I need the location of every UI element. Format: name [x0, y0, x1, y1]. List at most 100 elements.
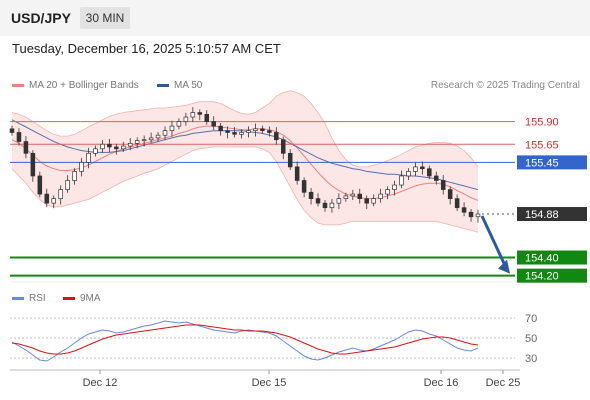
level-label-154-40: 154.40 [525, 253, 559, 265]
candle-body [294, 166, 300, 181]
rsi-tick-label-50: 50 [525, 333, 537, 345]
legend-ma50-label: MA 50 [174, 80, 203, 91]
candle-body [155, 134, 161, 139]
level-label-box-155-45 [517, 155, 587, 170]
candle-body [100, 143, 105, 150]
candle-body [9, 128, 15, 133]
candle-body [461, 207, 467, 213]
timeframe-badge[interactable]: 30 MIN [80, 7, 130, 29]
candle-body [72, 171, 77, 181]
candle-body [232, 132, 237, 135]
candle-body [329, 202, 335, 209]
candle-body [169, 125, 175, 132]
legend-rsi-ma-label: 9MA [80, 293, 101, 304]
candle-body [121, 145, 126, 150]
candle-body [141, 139, 147, 142]
candle-body [322, 202, 328, 209]
candle-body [211, 121, 216, 127]
bollinger-lower-line [11, 146, 479, 233]
candle-body [86, 152, 91, 163]
candle-body [274, 132, 279, 141]
candle-body [364, 198, 369, 204]
candle-body [58, 189, 63, 199]
level-label-155-45: 155.45 [525, 157, 559, 169]
candle-body [406, 171, 411, 177]
symbol-title: USD/JPY [11, 10, 71, 26]
bollinger-upper-line [11, 90, 479, 168]
candle-body [134, 140, 140, 144]
forecast-arrow-group [480, 215, 510, 274]
candle-body [357, 193, 363, 199]
last-price-label-box [517, 207, 587, 222]
ma20-line [11, 125, 479, 201]
legend-bollinger: MA 20 + Bollinger Bands [12, 80, 139, 91]
rsi-panel-group: 70 50 30 [10, 313, 537, 365]
candle-body [176, 121, 182, 127]
candle-body [79, 162, 84, 172]
candle-body [267, 130, 272, 133]
candle-body [183, 116, 189, 122]
candle-body [287, 152, 293, 168]
header-bar: USD/JPY 30 MIN [0, 0, 590, 36]
candle-body [218, 125, 223, 132]
candle-body [301, 180, 307, 193]
candle-body [468, 211, 474, 218]
candle-body [392, 184, 397, 190]
candle-body [280, 139, 286, 154]
rsi-ma-swatch [63, 297, 75, 300]
candle-body [30, 152, 36, 177]
candle-body [454, 198, 460, 209]
candle-body [308, 191, 314, 199]
candle-body [253, 128, 258, 132]
level-label-155-90: 155.90 [525, 117, 559, 129]
candle-body [440, 180, 446, 190]
legend-rsi-ma: 9MA [63, 293, 101, 304]
level-label-box-154-40 [517, 250, 587, 265]
rsi-tick-label-70: 70 [525, 313, 537, 325]
candle-body [65, 180, 70, 190]
candle-body [260, 128, 265, 132]
candle-body [37, 175, 43, 195]
legend-rsi: RSI [12, 293, 46, 304]
x-tick-label: Dec 15 [252, 377, 287, 389]
chart-datetime: Tuesday, December 16, 2025 5:10:57 AM CE… [12, 41, 281, 56]
candle-body [246, 130, 251, 133]
candle-body [190, 112, 196, 118]
last-price-label: 154.88 [525, 209, 559, 221]
candle-body [420, 166, 425, 170]
level-label-154-20: 154.20 [525, 271, 559, 283]
legend-rsi-label: RSI [29, 293, 46, 304]
candle-body [44, 193, 50, 204]
level-label-box-154-20 [517, 268, 587, 283]
research-credit: Research © 2025 Trading Central [430, 80, 580, 91]
bollinger-swatch [12, 84, 24, 87]
forecast-arrow-shaft [480, 215, 508, 269]
legend-ma50: MA 50 [157, 80, 202, 91]
price-levels-group: 155.90 155.65 155.45 154.88 154.40 154.20 [10, 117, 587, 283]
ma50-line [11, 119, 479, 191]
candle-body [475, 213, 481, 218]
candle-body [385, 189, 390, 195]
candle-body [148, 137, 154, 141]
candle-body [93, 148, 98, 154]
x-tick-label: Dec 25 [486, 377, 521, 389]
candle-body [107, 143, 112, 148]
candle-body [239, 132, 244, 135]
candle-body [114, 146, 119, 150]
candle-body [197, 112, 203, 115]
rsi-tick-label-30: 30 [525, 353, 537, 365]
candle-body [204, 113, 210, 122]
legend-bollinger-label: MA 20 + Bollinger Bands [29, 80, 139, 91]
rsi-line [11, 320, 479, 362]
ma50-swatch [157, 84, 169, 87]
forecast-arrow-head [498, 259, 510, 274]
candle-body [51, 198, 56, 204]
x-ticks-group: Dec 12 Dec 15 Dec 16 Dec 25 [83, 370, 521, 389]
candle-body [371, 198, 376, 204]
candle-body [399, 175, 404, 186]
candle-body [162, 130, 168, 136]
candle-body [427, 168, 432, 177]
level-label-155-65: 155.65 [525, 139, 559, 151]
rsi-swatch [12, 297, 24, 300]
